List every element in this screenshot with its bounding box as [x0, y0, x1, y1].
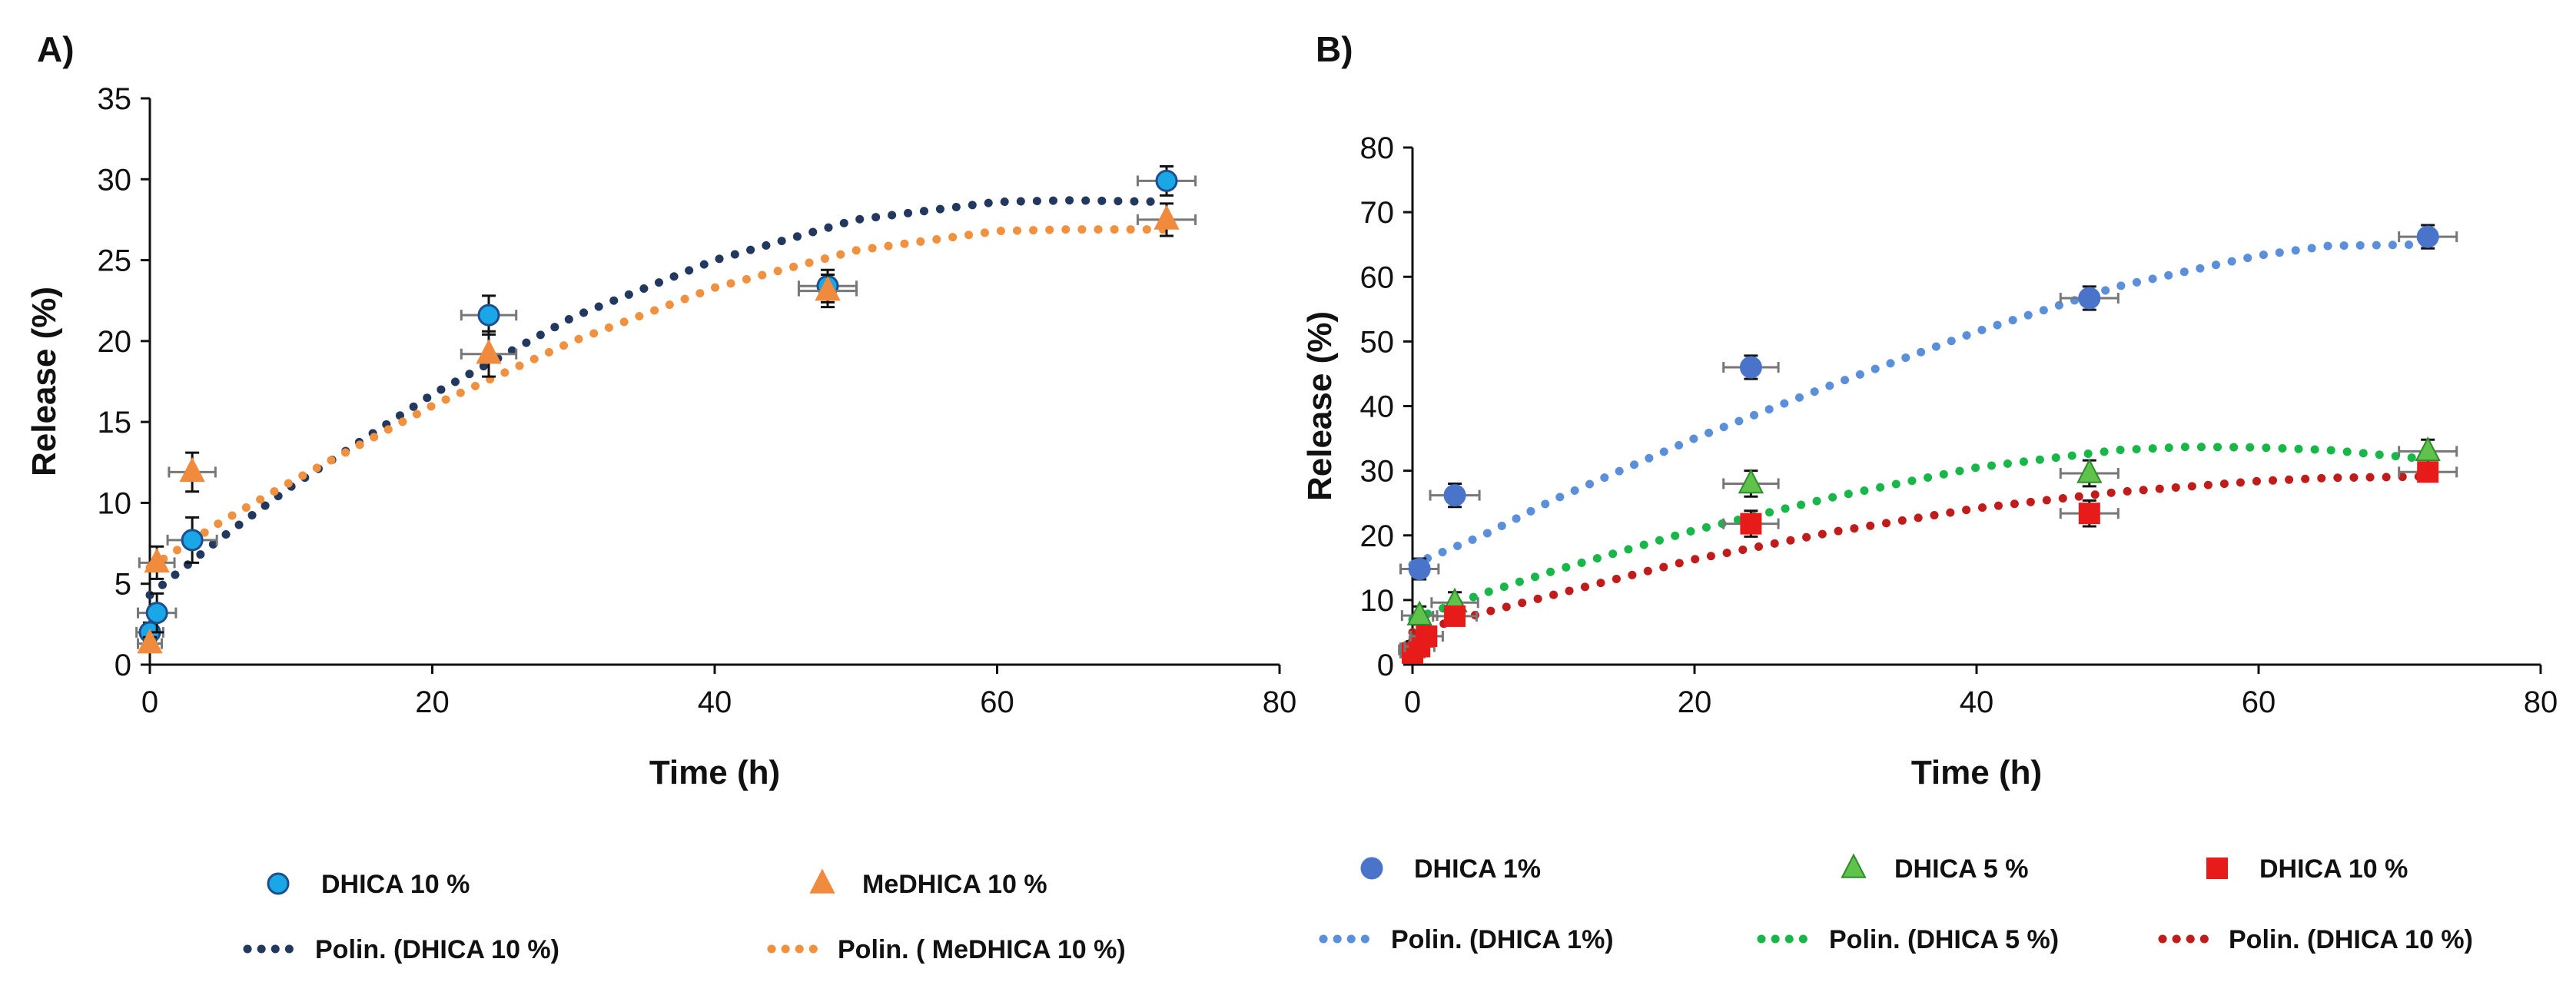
- data-point: [2076, 458, 2103, 483]
- legend-label: Polin. (DHICA 5 %): [1829, 925, 2059, 954]
- data-point: [1740, 513, 1762, 535]
- x-tick-label: 40: [1960, 685, 1994, 719]
- y-tick-label: 70: [1360, 196, 1395, 230]
- y-axis-label: Release (%): [1301, 311, 1339, 501]
- legend-label: DHICA 10 %: [2259, 854, 2408, 884]
- data-point: [477, 304, 500, 327]
- trendline-series: [1408, 442, 2432, 624]
- trendline-series: [1408, 472, 2432, 637]
- data-point: [145, 602, 168, 625]
- trendline-series: [145, 196, 1171, 599]
- x-tick-label: 80: [1263, 685, 1297, 719]
- data-point: [144, 547, 170, 573]
- x-tick-label: 20: [1678, 685, 1712, 719]
- legend-label: Polin. (DHICA 10 %): [2229, 925, 2473, 954]
- x-tick-label: 60: [980, 685, 1014, 719]
- trendline-series: [1408, 240, 2432, 569]
- x-tick-label: 40: [698, 685, 732, 719]
- data-point: [1416, 625, 1438, 647]
- x-tick-label: 80: [2524, 685, 2558, 719]
- x-tick-label: 20: [415, 685, 450, 719]
- legend-marker: [1360, 857, 1383, 880]
- data-point: [815, 276, 841, 301]
- data-point: [1443, 484, 1466, 507]
- data-point: [1406, 600, 1432, 625]
- panel-label: B): [1316, 29, 1353, 69]
- panel-label: A): [37, 29, 75, 69]
- data-point: [2078, 503, 2100, 525]
- y-tick-label: 0: [1377, 649, 1394, 682]
- y-tick-label: 20: [98, 325, 132, 359]
- data-point: [2416, 225, 2439, 248]
- data-point: [1155, 169, 1178, 192]
- legend-marker: [267, 872, 290, 895]
- legend-label: Polin. (DHICA 1%): [1391, 925, 1614, 954]
- y-tick-label: 35: [98, 82, 132, 116]
- data-point: [1154, 204, 1180, 230]
- y-tick-label: 30: [98, 163, 132, 197]
- x-axis-label: Time (h): [649, 754, 780, 791]
- chart-panel-b: B) 0 10 20 30 40 50 60 70 80 0 20 40 60 80 Release (%) T…: [1301, 29, 2558, 791]
- data-point: [1408, 557, 1431, 580]
- legend-label: DHICA 10 %: [321, 870, 470, 899]
- x-tick-label: 0: [1404, 685, 1421, 719]
- data-point: [2417, 461, 2439, 483]
- y-tick-label: 15: [98, 406, 132, 440]
- data-point: [2415, 436, 2441, 462]
- data-point: [2078, 287, 2101, 310]
- y-axis-label: Release (%): [25, 287, 63, 476]
- legend-panel-a: DHICA 10 % MeDHICA 10 % Polin. (DHICA 10 %…: [243, 868, 1126, 964]
- data-point: [137, 629, 163, 654]
- legend-label: DHICA 5 %: [1894, 854, 2028, 884]
- x-tick-label: 0: [141, 685, 158, 719]
- data-point: [1738, 468, 1764, 494]
- legend-marker: [809, 868, 835, 894]
- y-tick-label: 25: [98, 244, 132, 278]
- chart-panel-a: A) 0 5 10 15 20 25 30 35 0 20 40 60 80 Release (%) Time…: [25, 29, 1296, 791]
- x-axis-label: Time (h): [1911, 754, 2042, 791]
- data-point: [1444, 605, 1466, 627]
- y-tick-label: 0: [115, 649, 131, 682]
- y-tick-label: 40: [1360, 390, 1395, 424]
- legend-label: Polin. (DHICA 10 %): [315, 935, 559, 964]
- data-point: [476, 339, 502, 364]
- legend-label: DHICA 1%: [1414, 854, 1541, 884]
- data-point: [179, 456, 205, 483]
- trendline-series: [145, 225, 1171, 572]
- y-tick-label: 10: [1360, 584, 1395, 618]
- y-tick-label: 80: [1360, 131, 1395, 165]
- legend-marker: [2206, 858, 2228, 879]
- legend-marker: [1841, 853, 1867, 878]
- data-point: [1739, 356, 1762, 379]
- data-point: [181, 529, 204, 552]
- legend-panel-b: DHICA 1% DHICA 5 % DHICA 10 % Polin. (DHICA…: [1319, 853, 2473, 954]
- y-tick-label: 20: [1360, 519, 1395, 553]
- y-tick-label: 50: [1360, 325, 1395, 359]
- y-tick-label: 60: [1360, 260, 1395, 294]
- x-tick-label: 60: [2242, 685, 2276, 719]
- y-tick-label: 10: [98, 486, 132, 520]
- y-tick-label: 5: [115, 568, 131, 602]
- legend-label: MeDHICA 10 %: [862, 870, 1047, 899]
- legend-label: Polin. ( MeDHICA 10 %): [838, 935, 1126, 964]
- y-tick-label: 30: [1360, 455, 1395, 489]
